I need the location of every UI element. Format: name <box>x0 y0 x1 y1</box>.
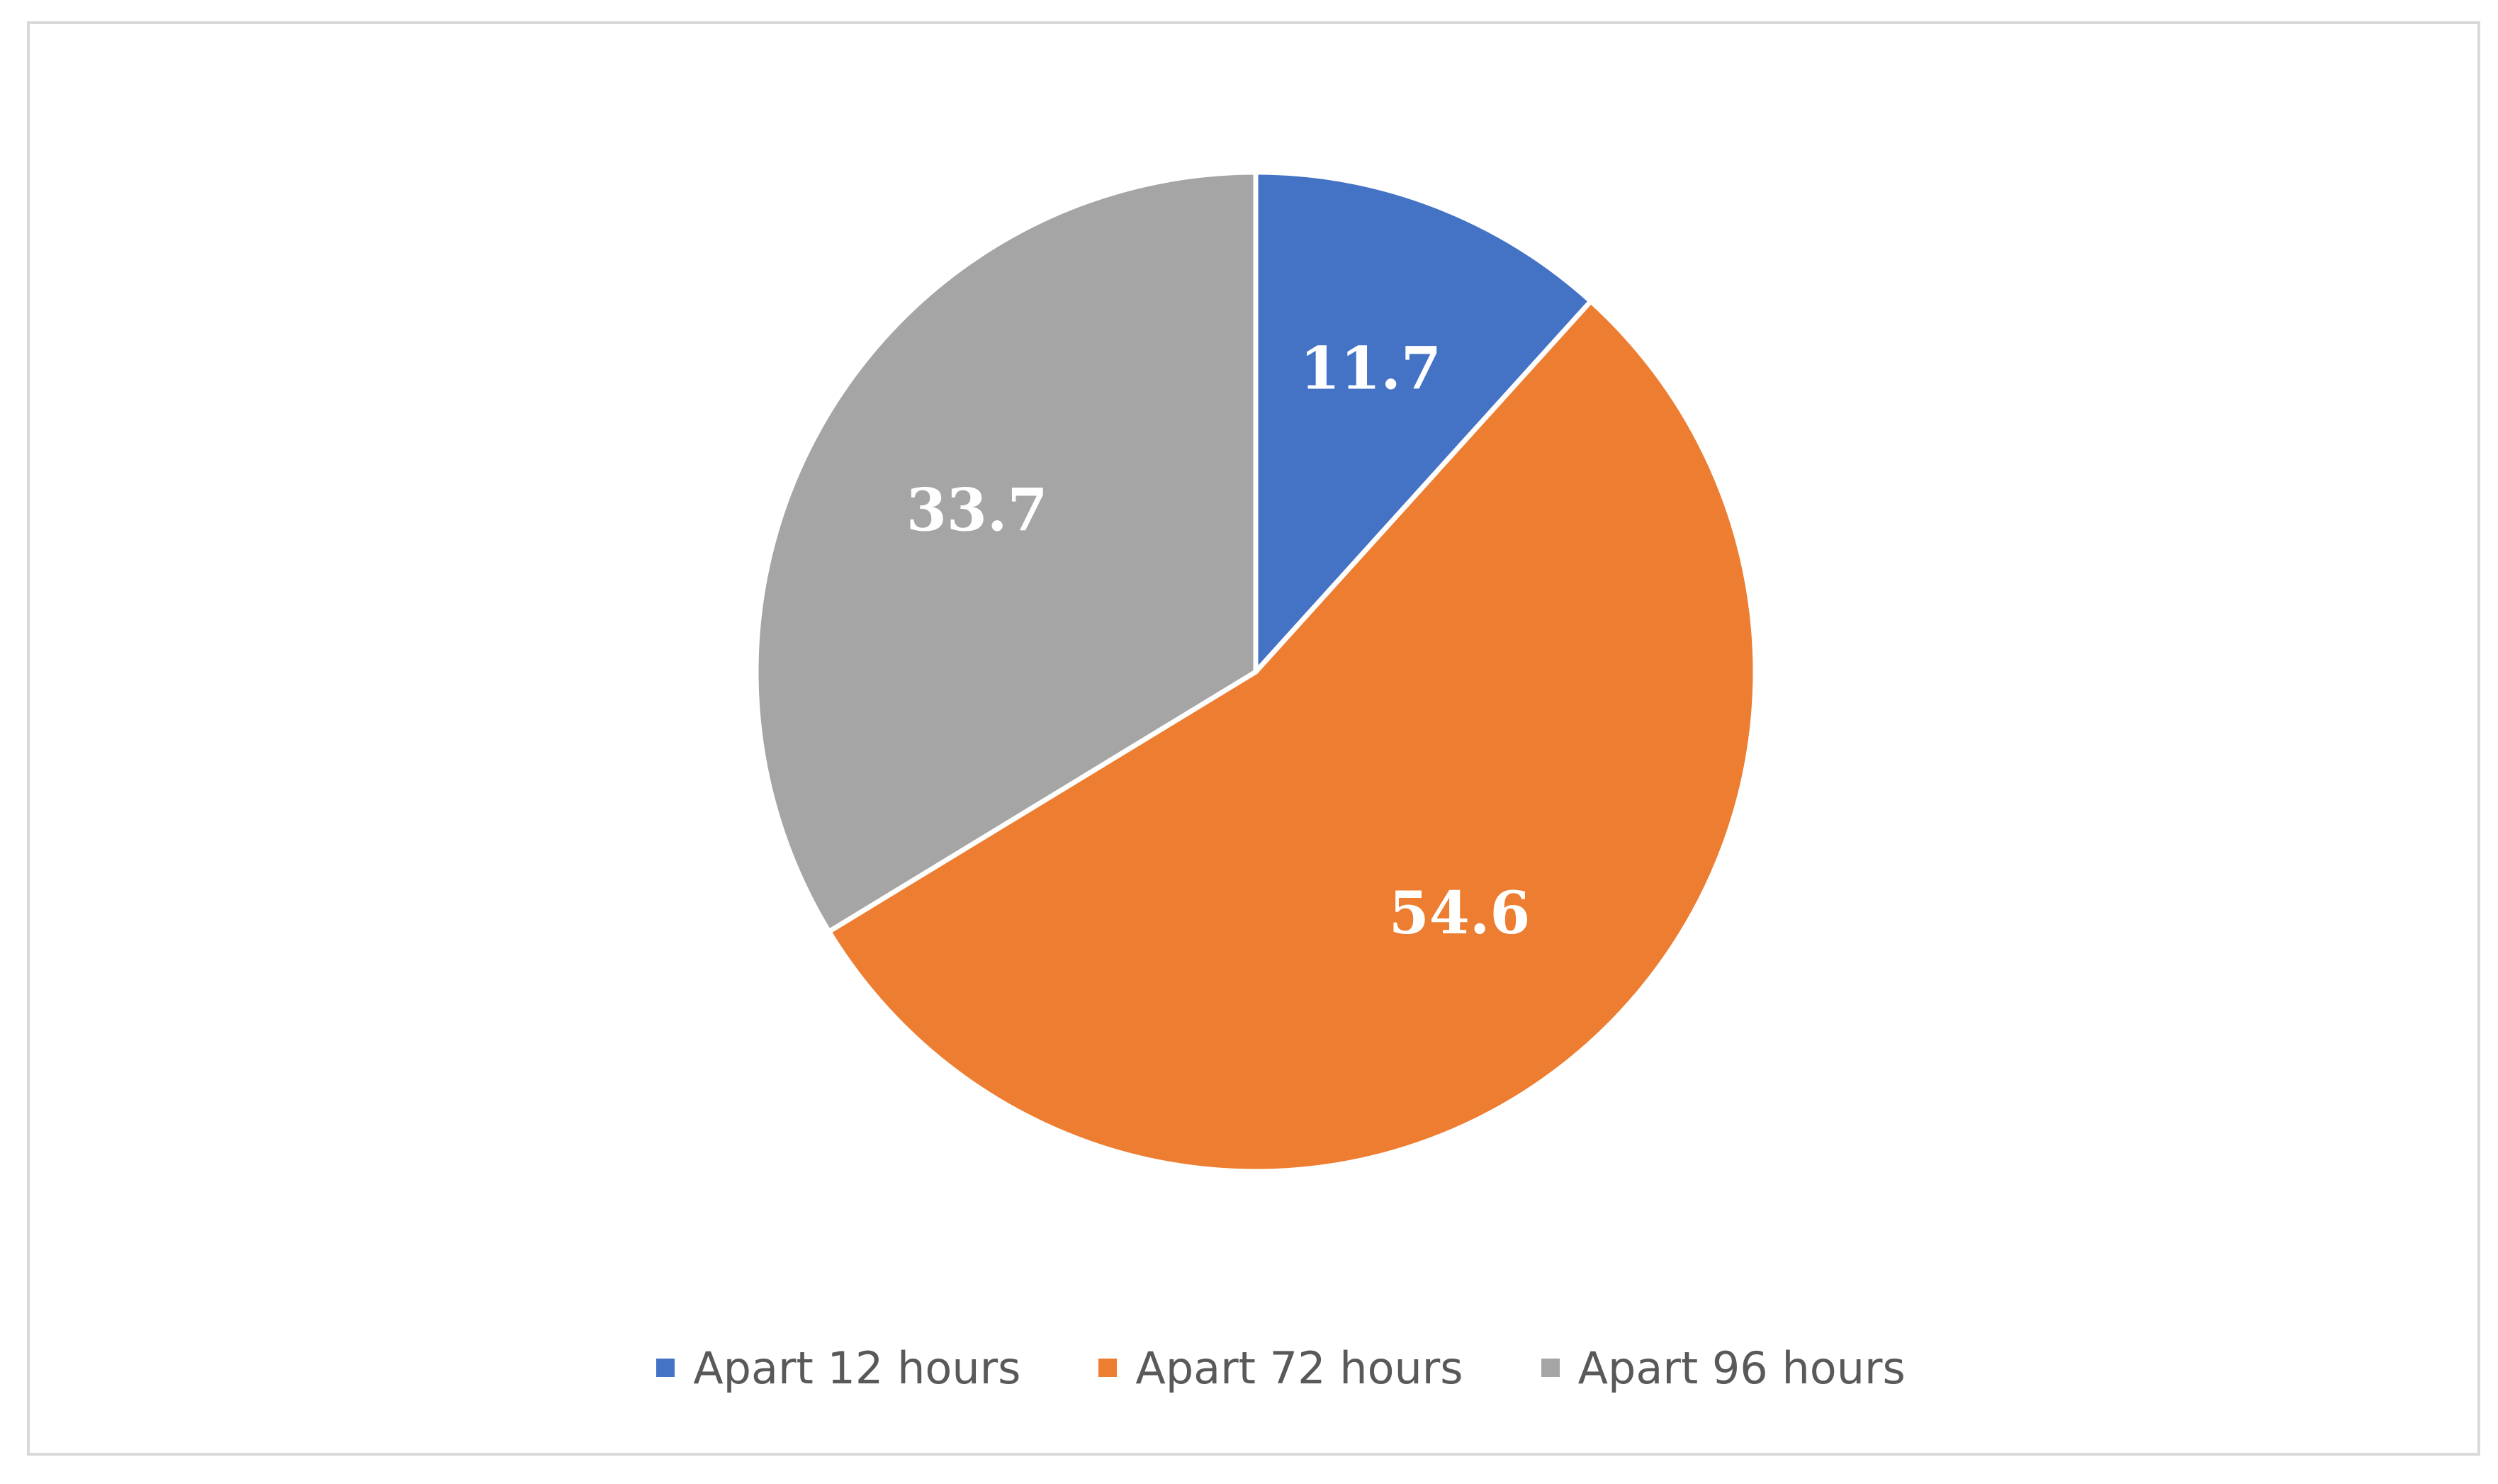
legend-swatch-2 <box>1098 1359 1118 1377</box>
legend-label-2: Apart 72 hours <box>1135 1342 1463 1394</box>
pie-slice-2 <box>826 298 1758 1174</box>
pie-labels: 11.7 54.6 33.7 <box>906 335 1531 948</box>
legend-item-1: Apart 12 hours <box>656 1342 1020 1394</box>
data-label-2: 54.6 <box>1389 879 1531 948</box>
data-label-3: 33.7 <box>906 476 1048 544</box>
pie-slice-1 <box>1253 169 1594 675</box>
pie-slice-3 <box>753 169 1259 934</box>
pie-slices <box>753 169 1758 1174</box>
legend: Apart 12 hours Apart 72 hours Apart 96 hou… <box>0 1339 2498 1396</box>
legend-label-1: Apart 12 hours <box>693 1342 1021 1394</box>
legend-item-2: Apart 72 hours <box>1098 1342 1463 1394</box>
data-label-1: 11.7 <box>1300 335 1441 403</box>
legend-item-3: Apart 96 hours <box>1541 1342 1906 1394</box>
legend-swatch-3 <box>1541 1359 1560 1377</box>
legend-label-3: Apart 96 hours <box>1577 1342 1906 1394</box>
legend-swatch-1 <box>656 1359 675 1377</box>
